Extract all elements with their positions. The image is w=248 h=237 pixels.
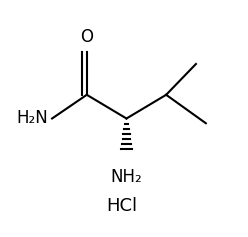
Text: O: O (80, 28, 93, 46)
Text: HCl: HCl (106, 197, 137, 215)
Text: H₂N: H₂N (17, 109, 48, 128)
Text: NH₂: NH₂ (111, 168, 142, 186)
